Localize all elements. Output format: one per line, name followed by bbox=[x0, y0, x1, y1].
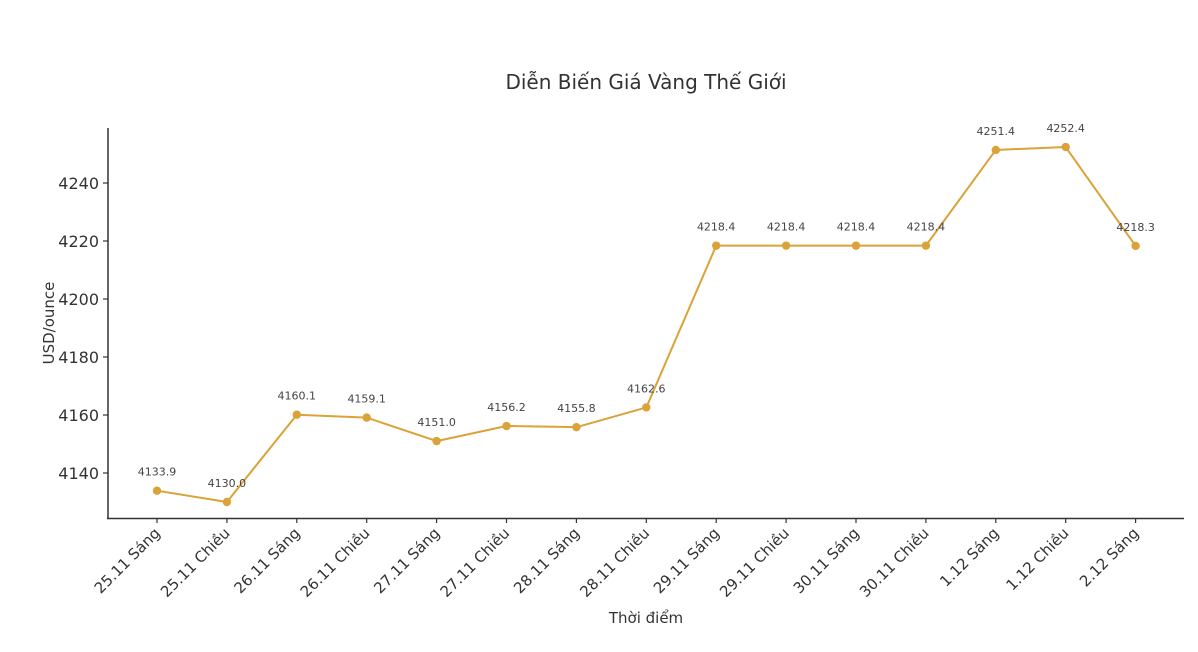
x-axis-label: Thời điểm bbox=[608, 609, 683, 627]
data-point[interactable] bbox=[921, 241, 931, 250]
data-point[interactable] bbox=[432, 436, 441, 446]
data-label: 4133.9 bbox=[138, 466, 177, 479]
y-tick-label: 4140 bbox=[58, 464, 99, 483]
x-tick-label: 28.11 Sáng bbox=[510, 524, 583, 597]
data-point[interactable] bbox=[502, 421, 511, 431]
data-point[interactable] bbox=[222, 497, 232, 507]
data-label: 4151.0 bbox=[417, 416, 456, 429]
y-tick-label: 4160 bbox=[58, 406, 99, 425]
data-point[interactable] bbox=[152, 486, 162, 495]
x-tick-label: 29.11 Chiều bbox=[716, 524, 793, 601]
x-tick-label: 30.11 Chiều bbox=[856, 524, 933, 601]
data-label: 4218.4 bbox=[697, 221, 736, 234]
data-point[interactable] bbox=[1131, 241, 1140, 251]
data-label: 4155.8 bbox=[557, 402, 596, 415]
y-tick-label: 4240 bbox=[58, 174, 99, 193]
chart-title: Diễn Biến Giá Vàng Thế Giới bbox=[505, 70, 786, 94]
data-point[interactable] bbox=[292, 410, 301, 419]
data-label: 4252.4 bbox=[1046, 122, 1085, 135]
x-tick-label: 27.11 Sáng bbox=[370, 524, 443, 597]
x-tick-label: 25.11 Chiều bbox=[157, 524, 234, 601]
x-tick-label: 29.11 Sáng bbox=[650, 524, 723, 597]
data-point[interactable] bbox=[572, 422, 581, 432]
data-series bbox=[152, 142, 1140, 507]
data-label: 4156.2 bbox=[487, 401, 526, 414]
data-label: 4159.1 bbox=[347, 393, 386, 406]
x-tick-label: 2.12 Sáng bbox=[1076, 524, 1142, 590]
data-label: 4130.0 bbox=[208, 477, 247, 490]
data-label: 4218.4 bbox=[767, 221, 806, 234]
data-point[interactable] bbox=[851, 241, 861, 250]
data-label: 4218.3 bbox=[1116, 221, 1155, 234]
price-line bbox=[156, 146, 1137, 503]
y-tick-label: 4220 bbox=[58, 232, 99, 251]
data-label: 4218.4 bbox=[907, 221, 946, 234]
data-point[interactable] bbox=[991, 145, 1000, 155]
y-axis: 4140 4160 4180 4200 4220 4240 bbox=[58, 174, 108, 483]
y-tick-label: 4180 bbox=[58, 348, 99, 367]
data-point[interactable] bbox=[642, 403, 651, 412]
y-axis-label: USD/ounce bbox=[40, 282, 58, 365]
data-label: 4218.4 bbox=[837, 221, 876, 234]
x-tick-label: 25.11 Sáng bbox=[91, 524, 164, 597]
data-point[interactable] bbox=[362, 413, 371, 422]
x-tick-label: 1.12 Chiều bbox=[1002, 524, 1072, 594]
x-tick-label: 26.11 Chiều bbox=[297, 524, 374, 601]
x-tick-label: 26.11 Sáng bbox=[230, 524, 303, 597]
data-point[interactable] bbox=[1061, 142, 1070, 152]
x-tick-label: 28.11 Chiều bbox=[576, 524, 653, 601]
y-tick-label: 4200 bbox=[58, 290, 99, 309]
data-point[interactable] bbox=[712, 241, 721, 250]
data-label: 4160.1 bbox=[278, 390, 317, 403]
data-label: 4162.6 bbox=[627, 382, 666, 395]
data-point[interactable] bbox=[781, 241, 791, 250]
x-tick-label: 1.12 Sáng bbox=[936, 524, 1002, 590]
data-label: 4251.4 bbox=[977, 125, 1016, 138]
x-tick-label: 30.11 Sáng bbox=[790, 524, 863, 597]
data-labels: 4133.9 4130.0 4160.1 4159.1 4151.0 4156.2 4155… bbox=[138, 122, 1155, 490]
x-tick-label: 27.11 Chiều bbox=[437, 524, 514, 601]
